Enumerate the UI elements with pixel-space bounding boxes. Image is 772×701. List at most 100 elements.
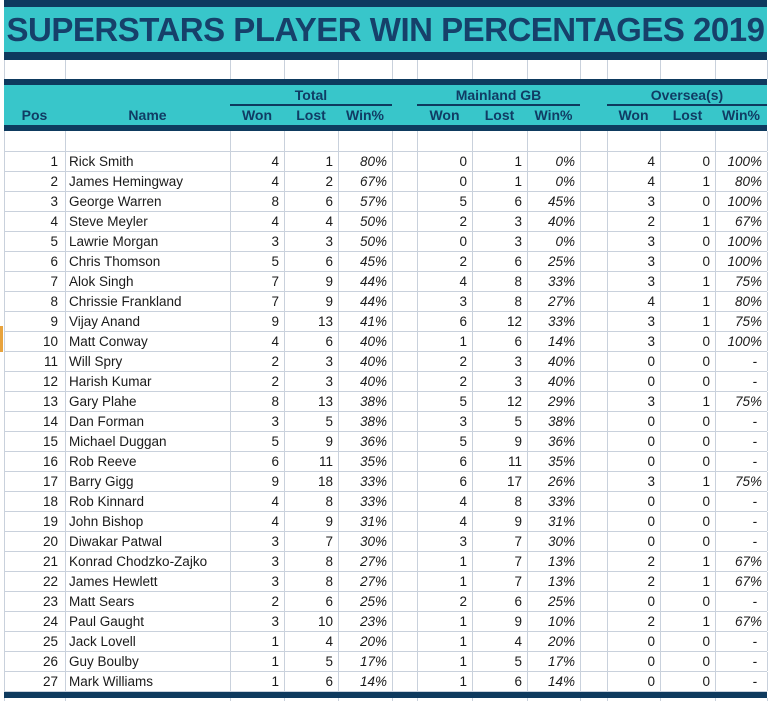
gb-winpct-cell: 10% xyxy=(528,612,581,631)
total-won-cell: 1 xyxy=(231,632,285,651)
total-won-cell: 1 xyxy=(231,672,285,691)
total-lost-cell: 10 xyxy=(285,612,339,631)
spacer-cell xyxy=(581,332,608,351)
spacer-cell xyxy=(393,212,418,231)
os-lost-header: Lost xyxy=(672,107,703,123)
total-winpct-cell: 27% xyxy=(339,552,393,571)
name-cell: Steve Meyler xyxy=(66,212,231,231)
name-cell: Chris Thomson xyxy=(66,252,231,271)
pos-cell: 21 xyxy=(5,552,66,571)
empty-cell xyxy=(231,131,285,151)
gb-lost-cell: 3 xyxy=(473,212,528,231)
gb-lost-cell: 6 xyxy=(473,672,528,691)
pos-cell: 17 xyxy=(5,472,66,491)
empty-cell xyxy=(716,60,768,79)
gb-lost-cell: 3 xyxy=(473,352,528,371)
pos-cell: 11 xyxy=(5,352,66,371)
os-won-cell: 3 xyxy=(608,232,661,251)
os-winpct-cell: 67% xyxy=(716,552,768,571)
os-winpct-cell: - xyxy=(716,672,768,691)
spacer-cell xyxy=(393,172,418,191)
spacer-cell xyxy=(393,552,418,571)
total-won-cell: 4 xyxy=(231,172,285,191)
total-won-cell: 9 xyxy=(231,312,285,331)
os-lost-cell: 0 xyxy=(661,352,716,371)
gb-won-cell: 3 xyxy=(418,532,473,551)
gb-winpct-cell: 40% xyxy=(528,352,581,371)
spacer-cell xyxy=(393,452,418,471)
name-cell: Chrissie Frankland xyxy=(66,292,231,311)
os-winpct-cell: 80% xyxy=(716,292,768,311)
os-won-cell: 0 xyxy=(608,372,661,391)
spacer-cell xyxy=(581,192,608,211)
table-row: 16 Rob Reeve 6 11 35% 6 11 35% 0 0- xyxy=(4,452,768,472)
title-banner: SUPERSTARS PLAYER WIN PERCENTAGES 2019 xyxy=(4,7,767,52)
name-cell: Dan Forman xyxy=(66,412,231,431)
name-cell: Gary Plahe xyxy=(66,392,231,411)
total-won-cell: 9 xyxy=(231,472,285,491)
name-cell: Michael Duggan xyxy=(66,432,231,451)
name-cell: Guy Boulby xyxy=(66,652,231,671)
spacer-cell xyxy=(393,672,418,691)
spacer-cell xyxy=(393,152,418,171)
gb-winpct-cell: 17% xyxy=(528,652,581,671)
gb-lost-cell: 9 xyxy=(473,432,528,451)
os-won-cell: 2 xyxy=(608,612,661,631)
empty-cell xyxy=(661,60,716,79)
gb-won-cell: 1 xyxy=(418,672,473,691)
name-cell: Barry Gigg xyxy=(66,472,231,491)
total-lost-cell: 13 xyxy=(285,312,339,331)
row-highlight-marker xyxy=(0,326,3,352)
os-winpct-cell: - xyxy=(716,492,768,511)
os-won-cell: 4 xyxy=(608,292,661,311)
gb-won-cell: 5 xyxy=(418,192,473,211)
name-cell: Matt Conway xyxy=(66,332,231,351)
gb-won-cell: 6 xyxy=(418,452,473,471)
empty-cell xyxy=(528,60,581,79)
os-winpct-cell: - xyxy=(716,432,768,451)
total-winpct-cell: 25% xyxy=(339,592,393,611)
os-winpct-cell: - xyxy=(716,452,768,471)
blank-row xyxy=(4,131,768,152)
total-lost-cell: 18 xyxy=(285,472,339,491)
gb-won-cell: 2 xyxy=(418,212,473,231)
page-title: SUPERSTARS PLAYER WIN PERCENTAGES 2019 xyxy=(6,10,765,48)
gb-winpct-cell: 0% xyxy=(528,172,581,191)
gb-winpct-cell: 20% xyxy=(528,632,581,651)
gb-winpct-cell: 38% xyxy=(528,412,581,431)
total-lost-cell: 1 xyxy=(285,152,339,171)
os-won-cell: 0 xyxy=(608,352,661,371)
pos-cell: 16 xyxy=(5,452,66,471)
total-lost-cell: 4 xyxy=(285,632,339,651)
spacer-cell xyxy=(393,512,418,531)
total-lost-header: Lost xyxy=(296,107,326,123)
empty-cell xyxy=(581,60,608,79)
gb-won-header: Won xyxy=(429,107,460,123)
spacer-cell xyxy=(393,352,418,371)
spacer-cell xyxy=(393,632,418,651)
empty-cell xyxy=(418,698,473,701)
name-column-header: Name xyxy=(128,107,167,123)
os-lost-cell: 0 xyxy=(661,632,716,651)
table-row: 25 Jack Lovell 1 4 20% 1 4 20% 0 0- xyxy=(4,632,768,652)
os-lost-cell: 0 xyxy=(661,532,716,551)
os-lost-cell: 1 xyxy=(661,392,716,411)
total-winpct-cell: 80% xyxy=(339,152,393,171)
os-lost-cell: 0 xyxy=(661,152,716,171)
spacer-cell xyxy=(581,272,608,291)
total-won-cell: 8 xyxy=(231,392,285,411)
gb-winpct-cell: 40% xyxy=(528,372,581,391)
spacer-cell xyxy=(393,232,418,251)
os-winpct-cell: 75% xyxy=(716,272,768,291)
empty-cell xyxy=(608,131,661,151)
total-winpct-cell: 40% xyxy=(339,372,393,391)
name-cell: Will Spry xyxy=(66,352,231,371)
group-header-total: Total xyxy=(230,86,392,106)
pos-cell: 10 xyxy=(5,332,66,351)
table-row: 27 Mark Williams 1 6 14% 1 6 14% 0 0- xyxy=(4,672,768,692)
total-won-cell: 3 xyxy=(231,612,285,631)
gb-lost-cell: 7 xyxy=(473,552,528,571)
table-row: 8 Chrissie Frankland 7 9 44% 3 8 27% 4 1 80% xyxy=(4,292,768,312)
total-winpct-header: Win% xyxy=(346,107,384,123)
empty-cell xyxy=(661,131,716,151)
